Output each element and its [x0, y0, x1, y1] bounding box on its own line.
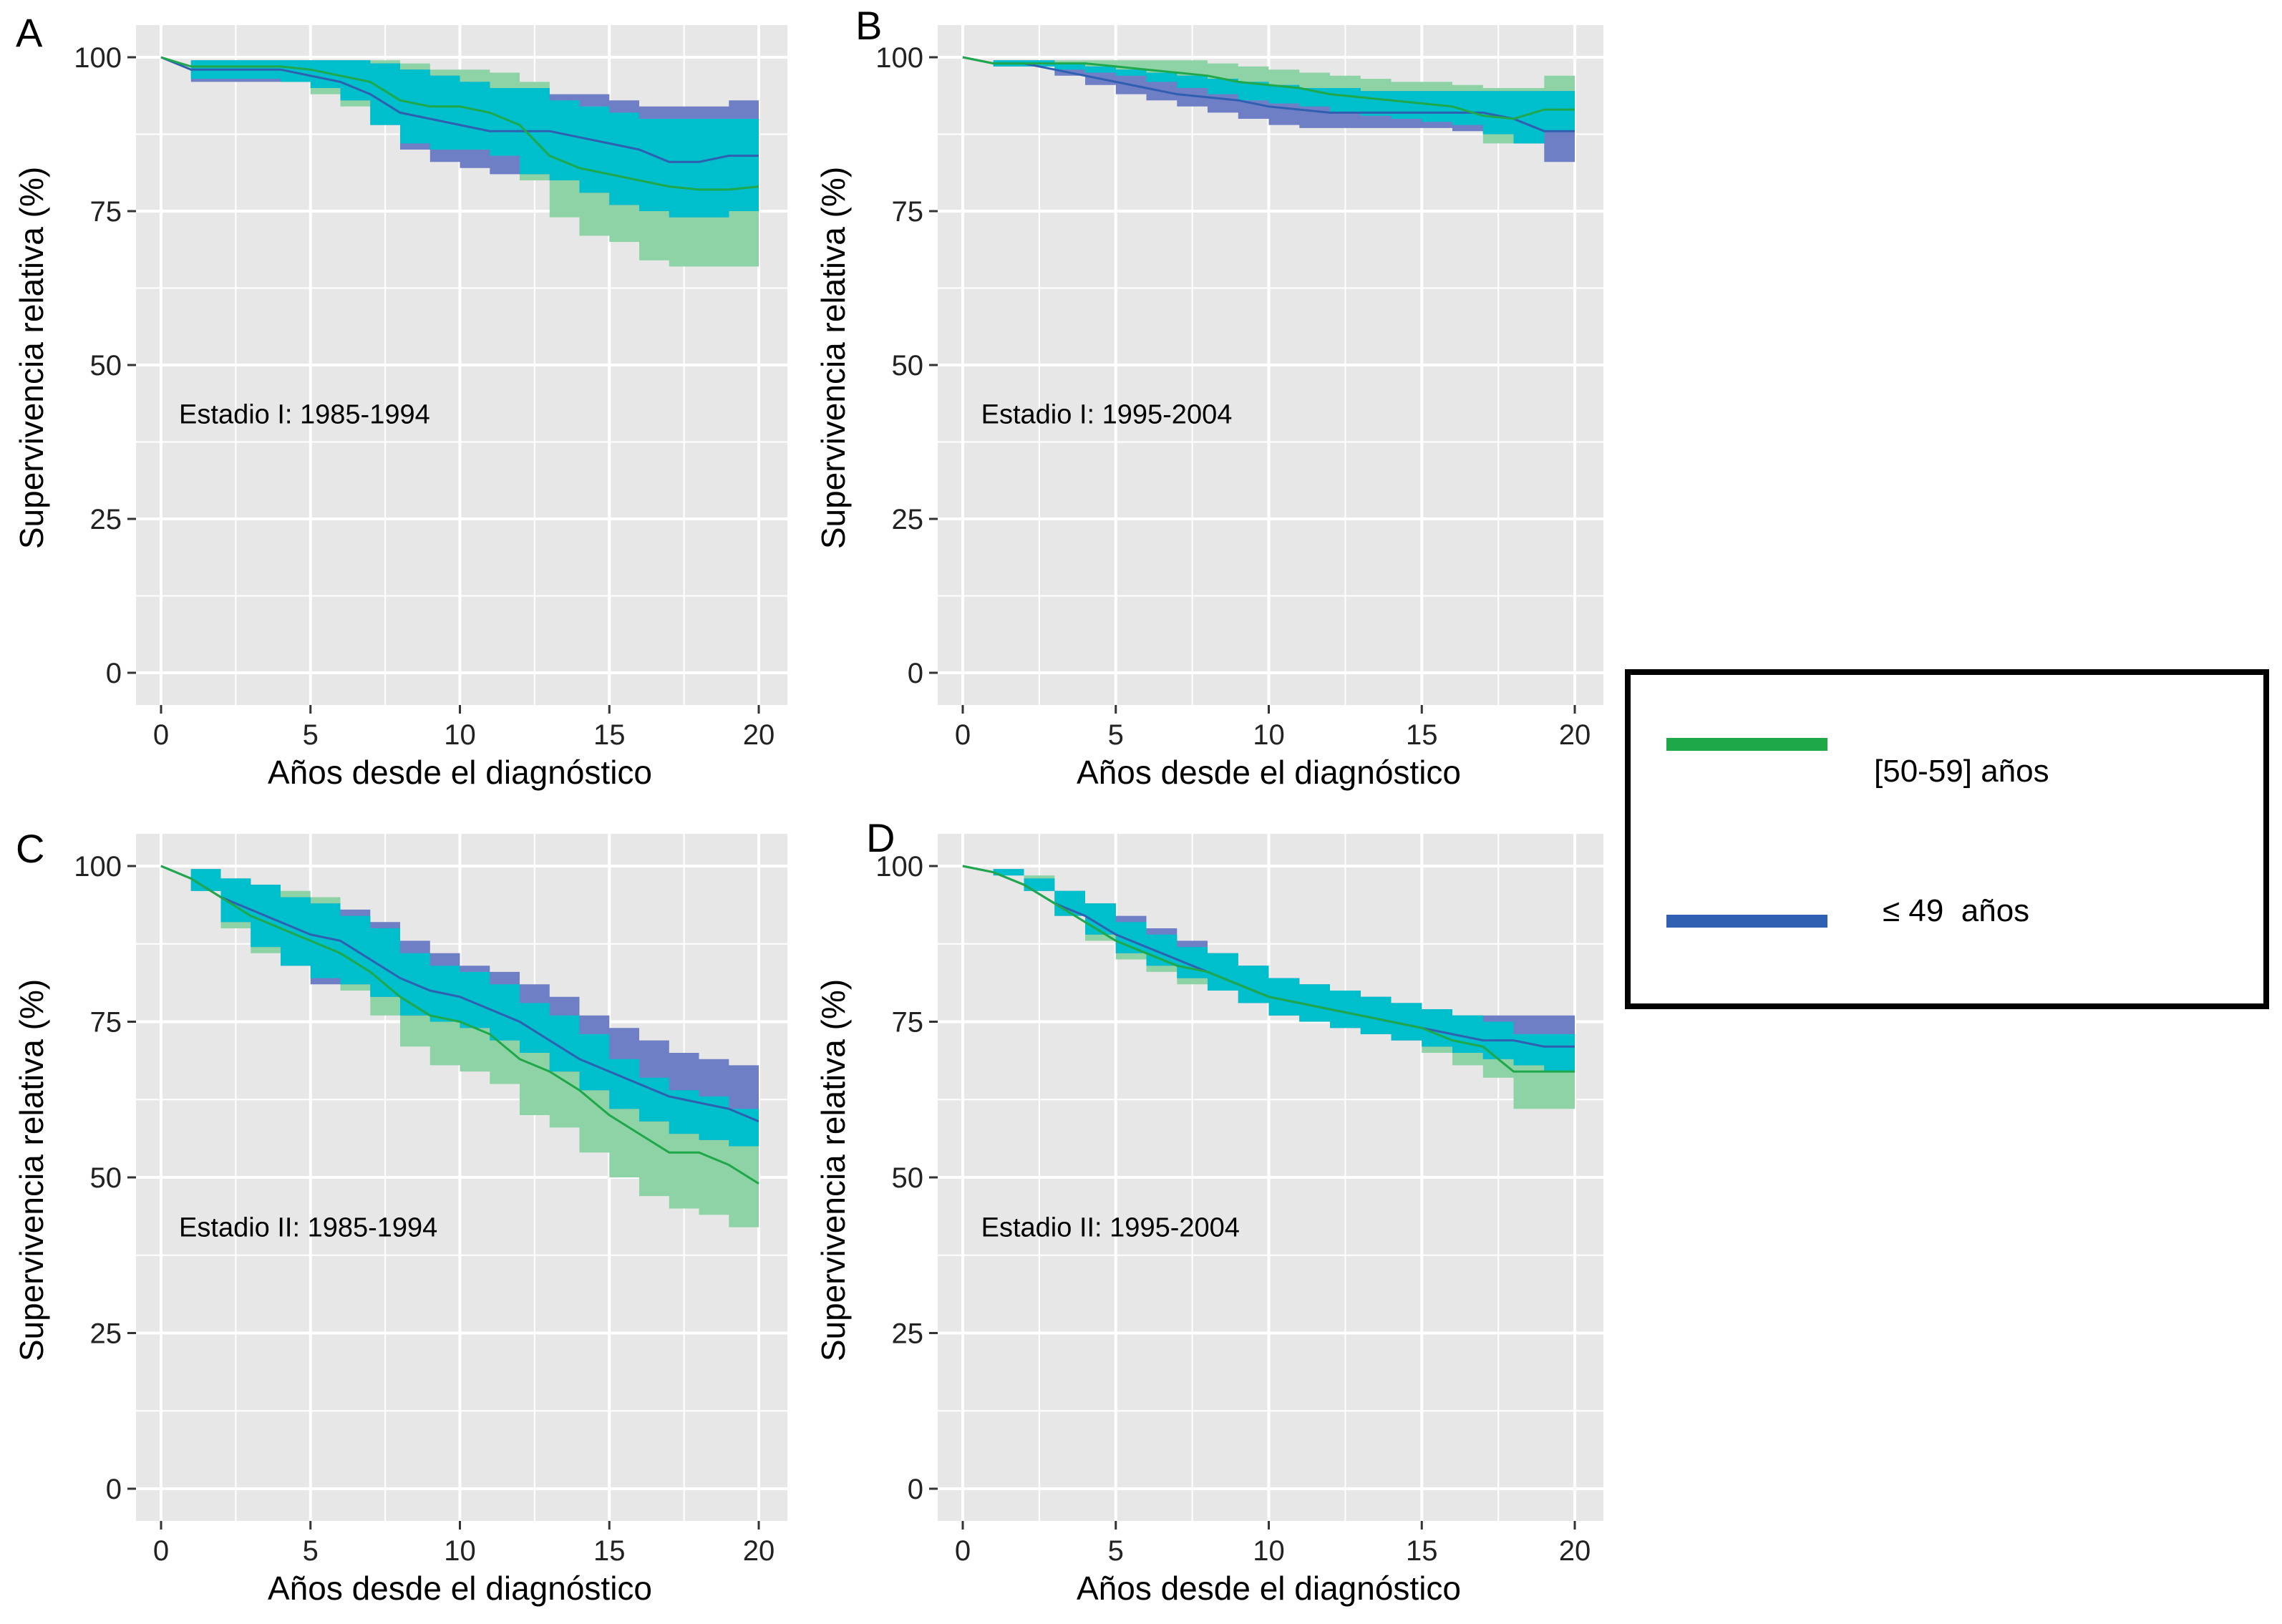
x-tick-label: 0	[955, 1535, 971, 1567]
y-tick-label: 75	[90, 1007, 122, 1039]
chart-panel-a: 0 25 50 75 100 0 5 10 15 20 Estadio I: 1985-1994 Añ…	[13, 10, 787, 791]
survival-line-blue	[160, 56, 759, 163]
y-axis-title: Supervivencia relativa (%)	[13, 979, 50, 1361]
survival-line-green	[160, 865, 759, 1185]
panel-letter: D	[866, 815, 895, 860]
x-axis-title: Años desde el diagnóstico	[268, 1570, 652, 1607]
confidence-band-overlap	[161, 866, 759, 1159]
legend-label-blue: ≤ 49 años	[1883, 893, 2030, 928]
y-axis-title: Supervivencia relativa (%)	[13, 167, 50, 549]
y-tick-label: 0	[106, 1474, 122, 1505]
y-tick-label: 50	[90, 1162, 122, 1194]
x-tick-label: 10	[444, 719, 476, 751]
panel-letter: B	[855, 3, 882, 48]
y-tick-label: 25	[90, 1318, 122, 1350]
legend-box: [50-59] años ≤ 49 años	[1625, 669, 2269, 1009]
panel-annotation: Estadio II: 1985-1994	[179, 1213, 437, 1243]
y-axis-title: Supervivencia relativa (%)	[815, 167, 852, 549]
x-tick-label: 15	[1406, 719, 1438, 751]
chart-panel-c: 0 25 50 75 100 0 5 10 15 20 Estadio II: 1985-1994 A…	[13, 826, 787, 1607]
y-tick-label: 50	[892, 1162, 924, 1194]
legend-swatch-blue	[1666, 915, 1827, 928]
x-tick-label: 10	[1253, 1535, 1285, 1567]
panel-letter: C	[16, 826, 44, 871]
y-tick-label: 100	[74, 851, 122, 882]
x-tick-label: 0	[153, 1535, 169, 1567]
x-tick-label: 20	[1559, 719, 1591, 751]
legend-label-green: [50-59] años	[1874, 754, 2049, 789]
y-tick-label: 0	[908, 1474, 923, 1505]
confidence-band-overlap	[161, 57, 759, 218]
y-tick-label: 75	[90, 196, 122, 228]
y-tick-label: 25	[892, 1318, 924, 1350]
y-axis-title: Supervivencia relativa (%)	[815, 979, 852, 1361]
x-tick-label: 0	[153, 719, 169, 751]
y-tick-label: 50	[892, 350, 924, 381]
y-tick-label: 50	[90, 350, 122, 381]
y-tick-label: 0	[908, 658, 923, 689]
x-tick-label: 20	[743, 1535, 775, 1567]
confidence-band-blue	[963, 57, 1575, 162]
survival-line-green	[962, 56, 1575, 120]
x-tick-label: 5	[303, 719, 319, 751]
confidence-band-overlap	[963, 866, 1575, 1072]
chart-panel-d: 0 25 50 75 100 0 5 10 15 20 Estadio II: 1995-2004 A…	[815, 815, 1603, 1607]
panel-letter: A	[16, 10, 43, 55]
y-tick-label: 100	[74, 42, 122, 74]
y-tick-label: 25	[90, 504, 122, 535]
y-tick-label: 100	[875, 42, 923, 74]
y-tick-label: 100	[875, 851, 923, 882]
survival-line-blue	[160, 865, 759, 1123]
x-tick-label: 10	[444, 1535, 476, 1567]
panel-annotation: Estadio II: 1995-2004	[981, 1213, 1240, 1243]
confidence-band-overlap	[963, 57, 1575, 144]
legend-swatch-green	[1666, 738, 1827, 751]
y-tick-label: 0	[106, 658, 122, 689]
x-tick-label: 5	[303, 1535, 319, 1567]
survival-line-green	[962, 865, 1575, 1073]
panel-annotation: Estadio I: 1985-1994	[179, 400, 430, 430]
x-tick-label: 0	[955, 719, 971, 751]
survival-line-green	[160, 56, 759, 191]
x-tick-label: 15	[593, 719, 626, 751]
x-tick-label: 10	[1253, 719, 1285, 751]
y-tick-label: 75	[892, 196, 924, 228]
x-tick-label: 15	[1406, 1535, 1438, 1567]
chart-panel-b: 0 25 50 75 100 0 5 10 15 20 Estadio I: 1995-2004 Añ…	[815, 3, 1603, 791]
y-tick-label: 25	[892, 504, 924, 535]
x-axis-title: Años desde el diagnóstico	[1077, 1570, 1461, 1607]
panel-annotation: Estadio I: 1995-2004	[981, 400, 1233, 430]
x-tick-label: 20	[743, 719, 775, 751]
x-tick-label: 5	[1108, 1535, 1124, 1567]
y-tick-label: 75	[892, 1007, 924, 1039]
x-axis-title: Años desde el diagnóstico	[1077, 754, 1461, 791]
x-tick-label: 15	[593, 1535, 626, 1567]
x-tick-label: 20	[1559, 1535, 1591, 1567]
x-axis-title: Años desde el diagnóstico	[268, 754, 652, 791]
x-tick-label: 5	[1108, 719, 1124, 751]
